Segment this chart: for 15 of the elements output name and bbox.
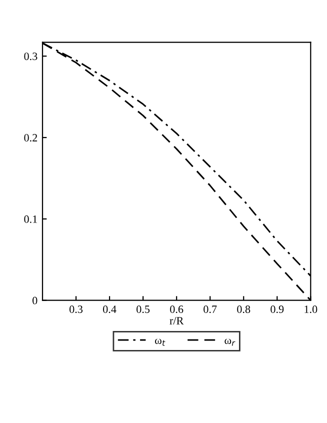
x-tick-label: 0.3 xyxy=(70,306,83,314)
x-tick-label: 0.5 xyxy=(136,306,150,314)
y-tick-label: 0.2 xyxy=(24,134,38,142)
y-tick-label: 0 xyxy=(32,296,38,304)
y-tick-label: 0.3 xyxy=(24,52,38,60)
legend-label: ω$_{t}$ xyxy=(155,338,166,346)
x-axis-title: r/R xyxy=(170,317,184,324)
x-tick-label: 0.9 xyxy=(270,306,284,314)
x-tick-label: 0.7 xyxy=(204,306,217,314)
y-tick-label: 0.1 xyxy=(24,215,37,223)
x-tick-label: 0.4 xyxy=(103,306,116,314)
x-tick-label: 0.6 xyxy=(170,306,184,314)
x-tick-label: 1.0 xyxy=(304,306,318,314)
legend-label: ω$_{r}$ xyxy=(224,338,236,346)
x-tick-label: 0.8 xyxy=(237,306,250,314)
